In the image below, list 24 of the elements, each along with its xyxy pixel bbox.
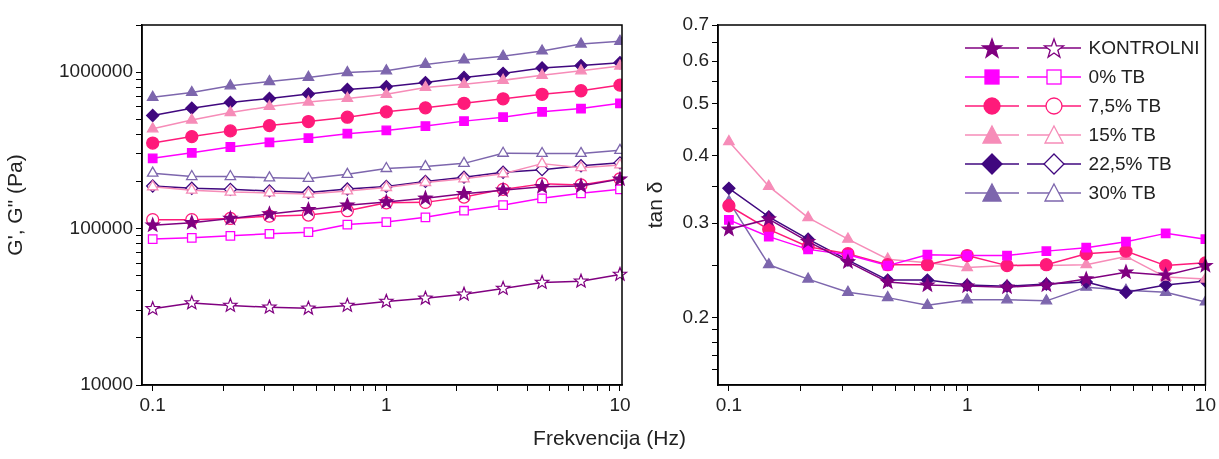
x-tick-label: 10 [1194, 393, 1216, 415]
legend-label: 7,5% TB [1088, 94, 1162, 118]
y-tick-label: 0.5 [682, 91, 709, 113]
y-tick-label: 10000 [80, 373, 133, 395]
y-tick-label: 0.3 [682, 211, 709, 233]
y-tick-label: 100000 [69, 216, 133, 238]
legend-label: KONTROLNI [1088, 36, 1200, 60]
legend-label: 15% TB [1088, 123, 1156, 147]
y-tick-label: 1000000 [59, 60, 133, 82]
x-tick-label: 1 [381, 393, 392, 415]
x-tick-label: 0.1 [139, 393, 166, 415]
y-tick-label: 0.7 [682, 13, 709, 35]
y-axis-title: G', G" (Pa) [3, 154, 27, 256]
y-tick-label: 0.4 [682, 144, 710, 166]
y-tick-label: 0.2 [682, 306, 709, 327]
legend-label: 30% TB [1088, 181, 1156, 205]
y-axis-title: tan δ [643, 181, 667, 229]
legend-label: 22,5% TB [1088, 152, 1172, 176]
x-axis-title: Frekvencija (Hz) [532, 426, 687, 450]
x-tick-label: 10 [609, 393, 631, 415]
y-tick-label: 0.6 [682, 49, 709, 71]
legend-label: 0% TB [1088, 65, 1146, 89]
x-tick-label: 0.1 [715, 393, 743, 415]
x-tick-label: 1 [961, 393, 973, 415]
